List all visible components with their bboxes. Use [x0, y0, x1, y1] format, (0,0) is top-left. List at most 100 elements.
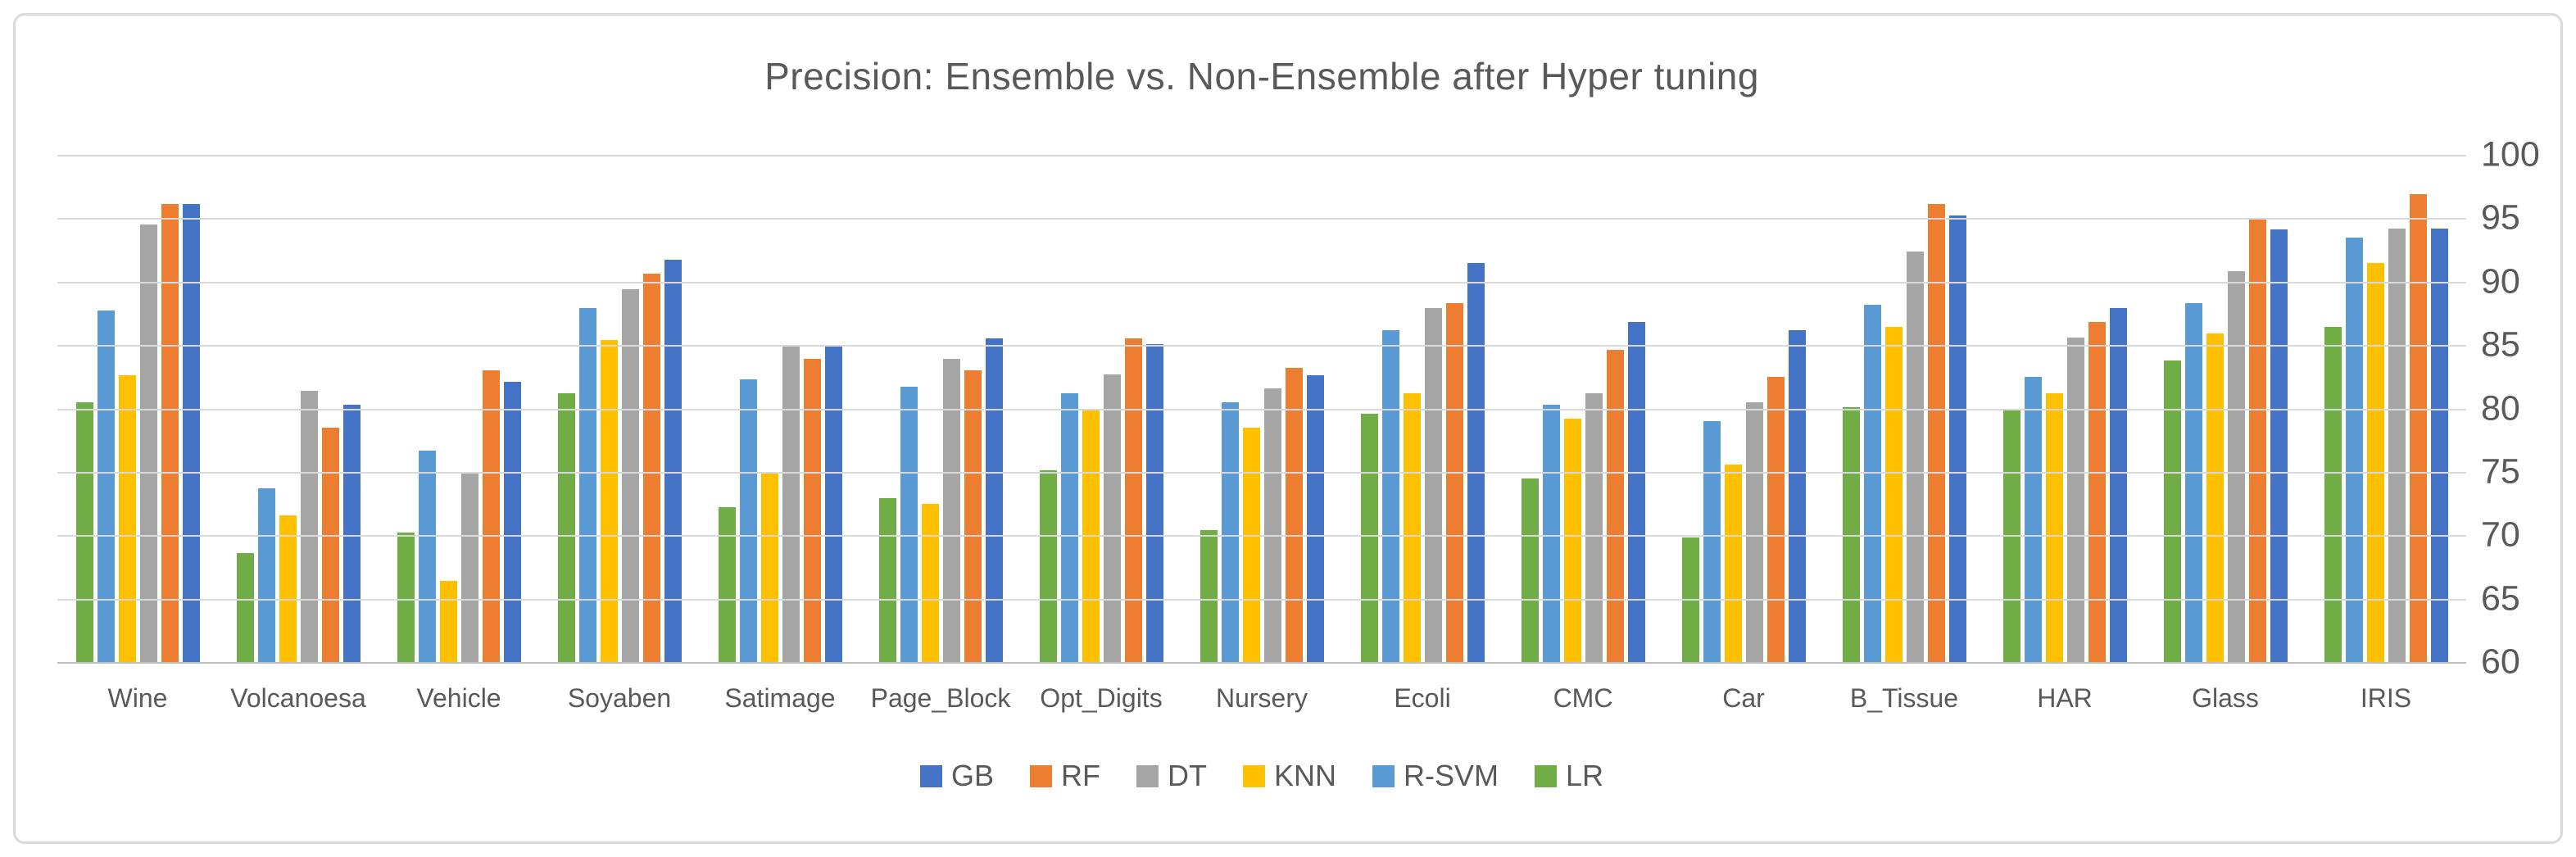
- bar-gb-volcanoesa: [342, 404, 361, 662]
- gridline: [57, 345, 2466, 347]
- x-tick-label: Vehicle: [416, 683, 501, 713]
- bar-group-satimage: [700, 155, 860, 662]
- bar-r-svm-wine: [97, 311, 115, 662]
- bar-r-svm-b_tissue: [1863, 304, 1881, 662]
- plot-area: [57, 155, 2466, 664]
- bar-lr-b_tissue: [1842, 406, 1860, 662]
- bar-rf-soyaben: [642, 274, 660, 662]
- chart-title: Precision: Ensemble vs. Non-Ensemble aft…: [764, 55, 1759, 97]
- x-tick-label: Page_Block: [870, 683, 1011, 713]
- bar-group-volcanoesa: [218, 155, 379, 662]
- x-axis: Wine Volcanoesa Vehicle Soyaben Satimage Page…: [57, 683, 2466, 714]
- bar-gb-b_tissue: [1948, 215, 1966, 662]
- bar-r-svm-glass: [2184, 303, 2202, 662]
- bar-lr-ecoli: [1360, 413, 1378, 662]
- bar-dt-satimage: [782, 345, 800, 662]
- legend-swatch-icon: [1535, 764, 1557, 787]
- bar-dt-vehicle: [460, 471, 478, 662]
- x-tick-label: Car: [1722, 683, 1765, 713]
- bar-lr-glass: [2163, 360, 2181, 662]
- bar-lr-page_block: [878, 498, 896, 662]
- bar-r-svm-page_block: [900, 387, 918, 662]
- bar-lr-volcanoesa: [236, 552, 254, 662]
- y-tick-label: 80: [2481, 388, 2520, 428]
- bar-group-page_block: [860, 155, 1021, 662]
- bar-group-b_tissue: [1824, 155, 1984, 662]
- bar-group-cmc: [1503, 155, 1663, 662]
- y-tick-label: 65: [2481, 578, 2520, 619]
- bar-rf-glass: [2248, 219, 2266, 662]
- y-axis: 100 95 90 85 80 75 70 65 60: [2481, 135, 2563, 682]
- bar-dt-glass: [2227, 271, 2245, 662]
- bar-r-svm-soyaben: [578, 308, 596, 662]
- bar-gb-soyaben: [664, 260, 682, 662]
- gridline: [57, 155, 2466, 156]
- bar-dt-volcanoesa: [300, 390, 318, 662]
- bar-dt-soyaben: [621, 289, 639, 662]
- bar-group-soyaben: [539, 155, 700, 662]
- bar-group-glass: [2145, 155, 2306, 662]
- bar-group-car: [1663, 155, 1824, 662]
- bar-knn-iris: [2366, 262, 2384, 662]
- bar-gb-ecoli: [1467, 262, 1485, 662]
- bar-dt-car: [1745, 401, 1763, 662]
- bar-r-svm-car: [1703, 420, 1721, 662]
- bar-dt-page_block: [942, 359, 960, 662]
- legend-label: DT: [1167, 759, 1207, 792]
- bar-r-svm-opt_digits: [1060, 392, 1078, 662]
- bar-dt-wine: [139, 224, 157, 662]
- gridline: [57, 218, 2466, 220]
- legend-item-r-svm: R-SVM: [1372, 759, 1499, 793]
- gridline: [57, 281, 2466, 283]
- legend-label: GB: [950, 759, 994, 792]
- x-tick-label: Glass: [2192, 683, 2259, 713]
- bar-gb-page_block: [985, 338, 1003, 662]
- gridline: [57, 598, 2466, 601]
- bar-groups: [57, 155, 2466, 662]
- bar-dt-iris: [2388, 228, 2406, 662]
- legend-item-gb: GB: [919, 759, 994, 793]
- legend-swatch-icon: [1242, 764, 1265, 787]
- legend-swatch-icon: [919, 764, 942, 787]
- x-axis-line: [57, 662, 2466, 664]
- bar-rf-car: [1766, 376, 1785, 662]
- bar-r-svm-satimage: [739, 379, 757, 662]
- legend-swatch-icon: [1029, 764, 1052, 787]
- bar-lr-vehicle: [397, 533, 415, 662]
- bar-lr-opt_digits: [1039, 470, 1057, 662]
- bar-knn-cmc: [1563, 418, 1581, 662]
- legend-item-lr: LR: [1535, 759, 1603, 793]
- legend-item-rf: RF: [1029, 759, 1100, 793]
- bar-dt-har: [2066, 337, 2084, 662]
- gridline: [57, 408, 2466, 410]
- bar-knn-vehicle: [439, 580, 457, 662]
- bar-knn-b_tissue: [1884, 327, 1903, 662]
- bar-rf-cmc: [1606, 350, 1624, 662]
- bar-lr-nursery: [1200, 530, 1218, 662]
- x-tick-label: B_Tissue: [1849, 683, 1959, 713]
- bar-r-svm-volcanoesa: [257, 488, 275, 662]
- bar-gb-iris: [2430, 228, 2448, 662]
- bar-knn-glass: [2206, 333, 2224, 662]
- x-tick-label: CMC: [1553, 683, 1613, 713]
- x-tick-label: Wine: [107, 683, 168, 713]
- bar-rf-nursery: [1285, 367, 1303, 662]
- legend: GB RF DT KNN R-SVM LR: [57, 759, 2466, 793]
- bar-gb-vehicle: [503, 382, 521, 662]
- x-tick-label: Volcanoesa: [230, 683, 366, 713]
- x-tick-label: Opt_Digits: [1040, 683, 1163, 713]
- bar-gb-opt_digits: [1145, 343, 1163, 662]
- bar-knn-ecoli: [1403, 392, 1421, 662]
- bar-rf-satimage: [803, 359, 821, 662]
- gridline: [57, 535, 2466, 537]
- bar-gb-cmc: [1627, 322, 1645, 662]
- y-tick-label: 60: [2481, 642, 2520, 682]
- bar-knn-wine: [118, 375, 136, 662]
- bar-rf-opt_digits: [1124, 338, 1142, 662]
- bar-rf-vehicle: [482, 370, 500, 662]
- bar-r-svm-vehicle: [418, 450, 436, 662]
- legend-label: R-SVM: [1404, 759, 1499, 792]
- bar-rf-wine: [161, 204, 179, 662]
- bar-dt-nursery: [1263, 388, 1281, 662]
